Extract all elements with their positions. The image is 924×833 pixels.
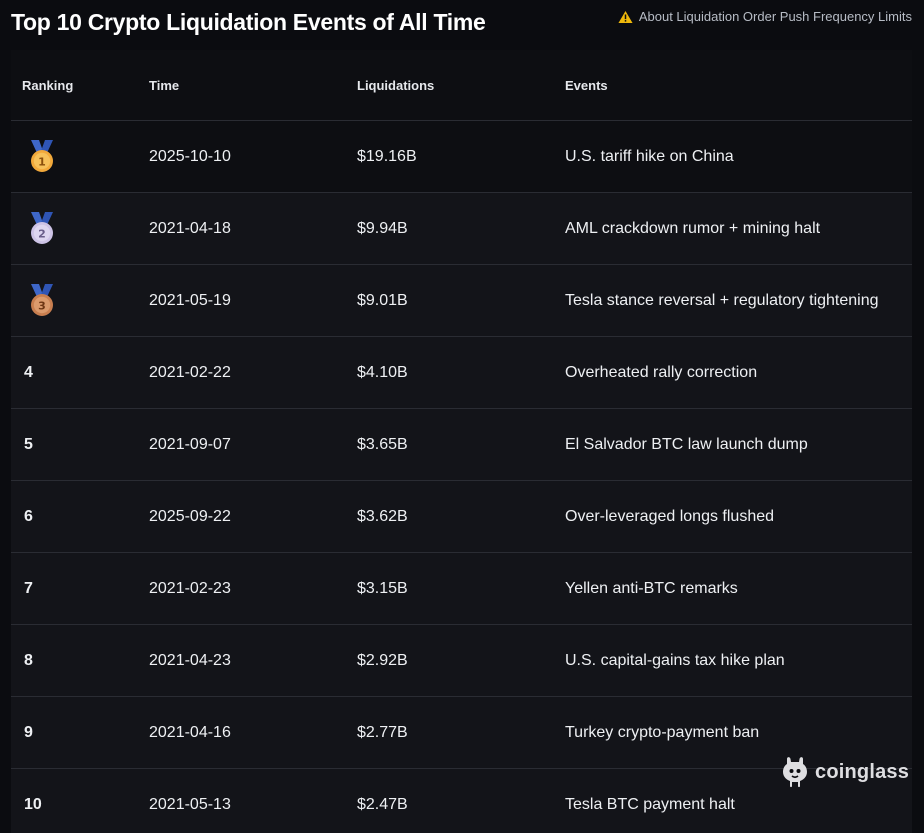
table-row: 5 2021-09-07 $3.65B El Salvador BTC law …	[11, 409, 912, 481]
event-cell: Overheated rally correction	[565, 363, 758, 381]
liquidations-cell: $19.16B	[357, 147, 417, 165]
rank-cell: 3	[11, 283, 149, 318]
column-header-events: Events	[565, 77, 608, 93]
time-cell: 2021-02-22	[149, 363, 231, 381]
rank-cell: 9	[24, 723, 33, 741]
rank-cell: 10	[24, 795, 42, 813]
rank-cell: 2	[11, 211, 149, 246]
table-row: 10 2021-05-13 $2.47B Tesla BTC payment h…	[11, 769, 912, 833]
time-cell: 2021-02-23	[149, 579, 231, 597]
time-cell: 2021-04-23	[149, 651, 231, 669]
column-header-time: Time	[149, 77, 180, 93]
liquidations-cell: $9.01B	[357, 291, 408, 309]
event-cell: El Salvador BTC law launch dump	[565, 435, 808, 453]
table-row: 2 2021-04-18 $9.94B AML crackdown rumor …	[11, 193, 912, 265]
svg-text:3: 3	[38, 299, 46, 312]
liquidation-limits-link[interactable]: About Liquidation Order Push Frequency L…	[618, 9, 912, 24]
gold-medal-icon: 1	[31, 139, 53, 172]
time-cell: 2025-10-10	[149, 147, 231, 165]
table-row: 8 2021-04-23 $2.92B U.S. capital-gains t…	[11, 625, 912, 697]
svg-text:2: 2	[38, 227, 46, 240]
table-row: 9 2021-04-16 $2.77B Turkey crypto-paymen…	[11, 697, 912, 769]
notice-text[interactable]: About Liquidation Order Push Frequency L…	[638, 9, 912, 24]
liquidations-cell: $2.77B	[357, 723, 408, 741]
svg-text:1: 1	[38, 155, 46, 168]
page-title: Top 10 Crypto Liquidation Events of All …	[11, 9, 486, 35]
rank-cell: 1	[11, 139, 149, 174]
table-row: 3 2021-05-19 $9.01B Tesla stance reversa…	[11, 265, 912, 337]
rank-cell: 4	[24, 363, 33, 381]
event-cell: Tesla BTC payment halt	[565, 795, 735, 813]
liquidations-cell: $3.15B	[357, 579, 408, 597]
liquidations-cell: $3.65B	[357, 435, 408, 453]
event-cell: U.S. capital-gains tax hike plan	[565, 651, 785, 669]
liquidations-cell: $9.94B	[357, 219, 408, 237]
table-row: 7 2021-02-23 $3.15B Yellen anti-BTC rema…	[11, 553, 912, 625]
liquidations-cell: $2.47B	[357, 795, 408, 813]
coinglass-watermark: coinglass	[781, 756, 909, 788]
rank-cell: 6	[24, 507, 33, 525]
event-cell: Tesla stance reversal + regulatory tight…	[565, 291, 879, 309]
column-header-liquidations: Liquidations	[357, 77, 435, 93]
coinglass-logo-icon	[783, 757, 807, 788]
time-cell: 2021-04-16	[149, 723, 231, 741]
event-cell: U.S. tariff hike on China	[565, 147, 734, 165]
table-row: 4 2021-02-22 $4.10B Overheated rally cor…	[11, 337, 912, 409]
liquidation-table: Ranking Time Liquidations Events 1 2025-…	[11, 50, 912, 833]
time-cell: 2025-09-22	[149, 507, 231, 525]
liquidations-cell: $2.92B	[357, 651, 408, 669]
table-row: 1 2025-10-10 $19.16B U.S. tariff hike on…	[11, 121, 912, 193]
event-cell: AML crackdown rumor + mining halt	[565, 219, 821, 237]
time-cell: 2021-05-13	[149, 795, 231, 813]
table-row: 6 2025-09-22 $3.62B Over-leveraged longs…	[11, 481, 912, 553]
bronze-medal-icon: 3	[31, 283, 53, 316]
event-cell: Over-leveraged longs flushed	[565, 507, 775, 525]
time-cell: 2021-05-19	[149, 291, 231, 309]
column-header-ranking: Ranking	[22, 77, 74, 93]
silver-medal-icon: 2	[31, 211, 53, 244]
warning-triangle-icon	[618, 10, 633, 23]
time-cell: 2021-09-07	[149, 435, 231, 453]
rank-cell: 7	[24, 579, 33, 597]
time-cell: 2021-04-18	[149, 219, 231, 237]
event-cell: Turkey crypto-payment ban	[565, 723, 760, 741]
table-header: Ranking Time Liquidations Events	[11, 50, 912, 121]
liquidations-cell: $3.62B	[357, 507, 408, 525]
rank-cell: 5	[24, 435, 33, 453]
watermark-text: coinglass	[815, 760, 910, 783]
event-cell: Yellen anti-BTC remarks	[565, 579, 738, 597]
liquidations-cell: $4.10B	[357, 363, 408, 381]
rank-cell: 8	[24, 651, 33, 669]
